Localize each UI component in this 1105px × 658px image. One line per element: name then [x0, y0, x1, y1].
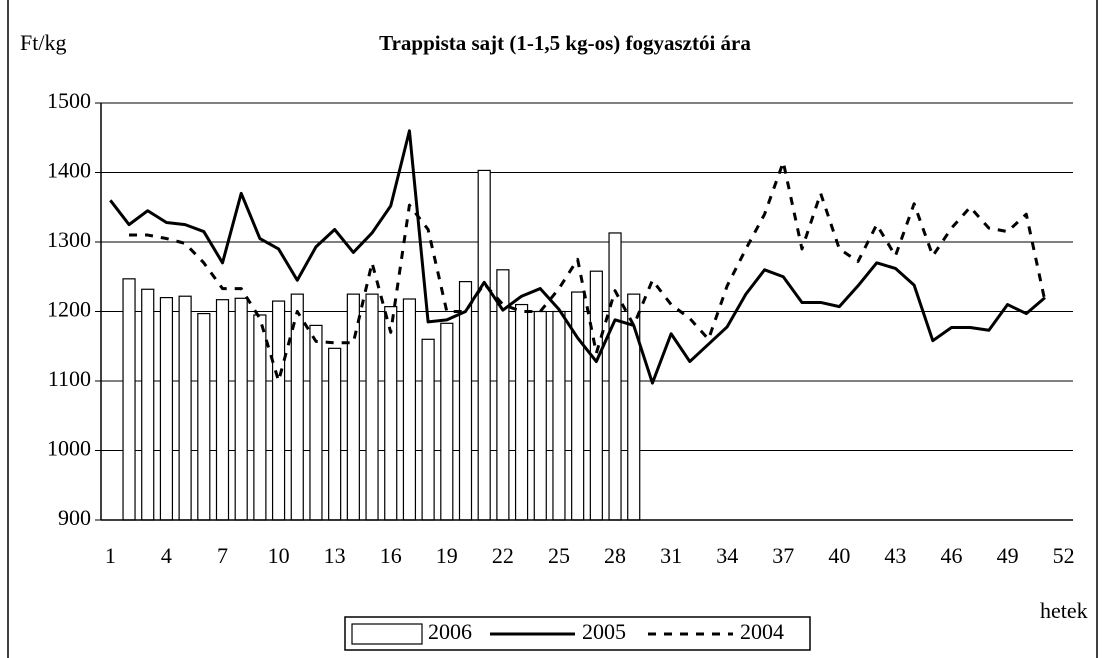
- bar: [159, 297, 174, 521]
- bar: [440, 322, 454, 521]
- x-tick-label: 22: [492, 543, 514, 568]
- x-tick-label: 7: [217, 543, 228, 568]
- legend-label: 2006: [428, 619, 472, 644]
- line-2004: [129, 160, 1047, 383]
- bar: [234, 297, 248, 521]
- bar: [589, 270, 603, 521]
- x-tick-label: 28: [604, 543, 626, 568]
- legend-swatch: [351, 623, 423, 645]
- bar: [215, 299, 230, 521]
- legend-label: 2005: [582, 619, 626, 644]
- x-tick-label: 46: [941, 543, 963, 568]
- y-tick-label: 1000: [47, 436, 91, 461]
- x-tick-label: 25: [548, 543, 570, 568]
- chart-title: Trappista sajt (1-1,5 kg-os) fogyasztói …: [379, 31, 751, 55]
- legend-label: 2004: [740, 619, 784, 644]
- y-tick-label: 1500: [47, 88, 91, 113]
- y-tick-label: 1100: [48, 366, 91, 391]
- bar: [309, 324, 323, 521]
- bar: [365, 293, 379, 521]
- bar: [571, 291, 585, 521]
- x-tick-label: 16: [380, 543, 402, 568]
- y-tick-label: 1300: [47, 227, 91, 252]
- y-tick-label: 1400: [47, 158, 91, 183]
- bar: [197, 312, 211, 521]
- x-tick-label: 13: [324, 543, 346, 568]
- line-2005: [109, 129, 1046, 385]
- x-axis-label: hetek: [1040, 598, 1088, 623]
- bar: [122, 278, 136, 521]
- bar: [384, 306, 398, 521]
- y-tick-label: 900: [58, 505, 91, 530]
- bar: [608, 232, 622, 521]
- x-tick-label: 49: [997, 543, 1019, 568]
- x-tick-label: 37: [772, 543, 794, 568]
- y-axis-label: Ft/kg: [20, 30, 66, 55]
- bar: [178, 295, 192, 521]
- bar: [552, 310, 566, 521]
- bar: [253, 314, 267, 521]
- x-tick-label: 52: [1053, 543, 1075, 568]
- bar: [402, 298, 417, 521]
- bar: [533, 310, 547, 521]
- bar: [458, 281, 473, 521]
- x-tick-label: 40: [828, 543, 850, 568]
- y-tick-label: 1200: [47, 297, 91, 322]
- bar: [346, 293, 360, 521]
- x-tick-label: 19: [436, 543, 458, 568]
- x-tick-label: 43: [884, 543, 906, 568]
- x-tick-label: 34: [716, 543, 738, 568]
- bar: [271, 300, 286, 521]
- x-tick-label: 31: [660, 543, 682, 568]
- x-tick-label: 4: [161, 543, 172, 568]
- bar: [421, 338, 435, 521]
- x-tick-label: 1: [105, 543, 116, 568]
- bar: [477, 169, 491, 521]
- x-tick-label: 10: [268, 543, 290, 568]
- bar: [514, 303, 529, 521]
- bar: [141, 288, 155, 521]
- bar: [328, 347, 342, 521]
